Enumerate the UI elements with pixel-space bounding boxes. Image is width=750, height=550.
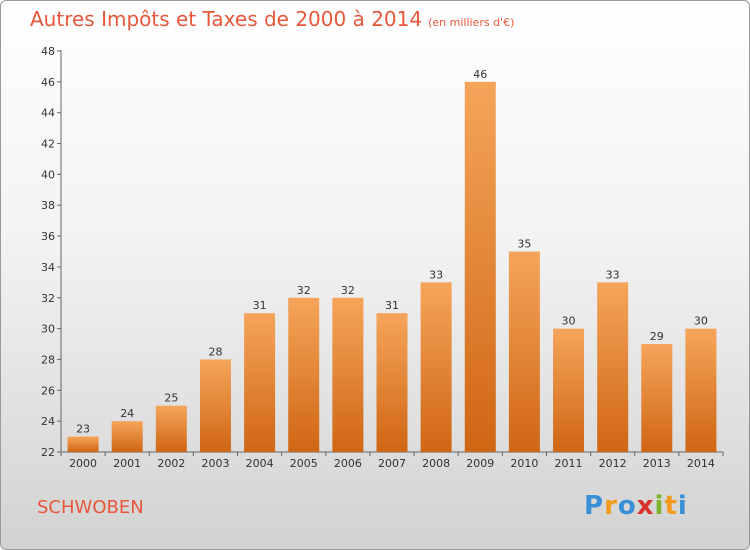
x-tick-label-2004: 2004 [246,457,274,470]
chart-title: Autres Impôts et Taxes de 2000 à 2014 (en… [30,7,514,31]
logo-letter: x [636,491,655,521]
y-tick-label: 36 [41,230,55,243]
value-label-2001: 24 [120,407,134,420]
value-label-2011: 30 [562,315,576,328]
logo-letter: i [677,491,688,521]
bar-2003 [199,359,231,452]
logo-letter: t [664,491,678,521]
bar-2002 [155,405,187,452]
value-label-2003: 28 [208,345,222,358]
bar-2008 [420,282,452,452]
y-tick-label: 42 [41,138,55,151]
axes: 22 24 26 28 30 32 34 36 38 40 42 44 46 48 2000 2001 2002… [41,45,724,470]
x-tick-label-2003: 2003 [201,457,229,470]
x-tick-label-2002: 2002 [157,457,185,470]
value-label-2007: 31 [385,299,399,312]
value-label-2005: 32 [297,284,311,297]
bar-2006 [332,297,364,452]
x-tick-label-2011: 2011 [555,457,583,470]
logo-letter: P [584,491,605,521]
y-tick-label: 24 [41,415,55,428]
y-tick-label: 30 [41,323,55,336]
y-tick-label: 32 [41,292,55,305]
value-label-2010: 35 [517,238,531,251]
value-label-2000: 23 [76,423,90,436]
x-tick-label-2006: 2006 [334,457,362,470]
x-tick-label-2008: 2008 [422,457,450,470]
bar-2004 [244,313,276,452]
bar-2011 [553,328,585,452]
proxiti-logo: Proxiti [584,491,688,521]
x-tick-label-2000: 2000 [69,457,97,470]
bar-2007 [376,313,408,452]
value-labels: 23 24 25 28 31 32 32 31 33 46 35 30 33 29 30 [76,68,708,436]
logo-letter: i [654,491,665,521]
value-label-2002: 25 [164,392,178,405]
logo-letter: o [617,491,637,521]
logo-letter: r [604,491,618,521]
bar-2000 [67,436,99,452]
value-label-2012: 33 [606,268,620,281]
y-tick-label: 38 [41,199,55,212]
title-main: Autres Impôts et Taxes de 2000 à 2014 [30,7,423,31]
value-label-2014: 30 [694,315,708,328]
value-label-2008: 33 [429,268,443,281]
y-tick-label: 48 [41,45,55,58]
x-tick-label-2009: 2009 [466,457,494,470]
y-tick-label: 22 [41,446,55,459]
bar-2013 [641,344,673,452]
value-label-2013: 29 [650,330,664,343]
x-tick-label-2012: 2012 [599,457,627,470]
bars [67,81,717,452]
y-tick-label: 26 [41,384,55,397]
y-tick-label: 28 [41,353,55,366]
x-tick-label-2010: 2010 [510,457,538,470]
x-tick-label-2014: 2014 [687,457,715,470]
bar-2009 [464,81,496,452]
y-tick-label: 46 [41,76,55,89]
bar-2001 [111,421,143,452]
y-tick-label: 34 [41,261,55,274]
bar-2005 [288,297,320,452]
value-label-2009: 46 [473,68,487,81]
x-tick-label-2007: 2007 [378,457,406,470]
title-unit: (en milliers d'€) [428,16,515,29]
bar-2012 [597,282,629,452]
y-tick-label: 44 [41,107,55,120]
y-tick-label: 40 [41,168,55,181]
x-tick-label-2013: 2013 [643,457,671,470]
value-label-2004: 31 [253,299,267,312]
bar-2014 [685,328,717,452]
x-tick-label-2001: 2001 [113,457,141,470]
commune-name: SCHWOBEN [37,497,144,518]
value-label-2006: 32 [341,284,355,297]
x-tick-label-2005: 2005 [290,457,318,470]
bar-2010 [508,251,540,452]
